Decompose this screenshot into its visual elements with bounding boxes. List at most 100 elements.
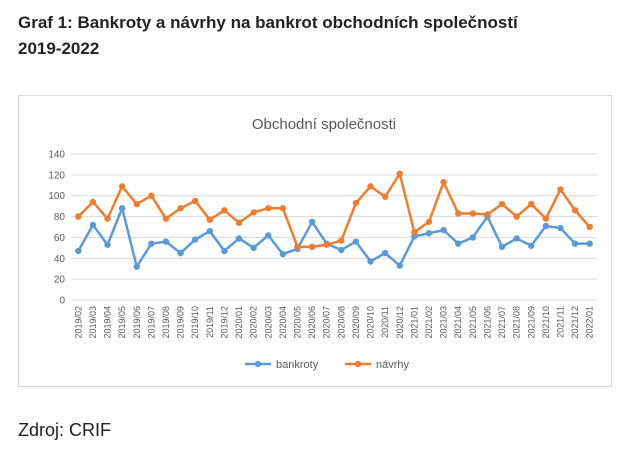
legend-marker-bankroty xyxy=(254,360,262,368)
data-point-návrhy xyxy=(177,205,184,212)
x-tick-label: 2020/03 xyxy=(263,306,273,339)
data-point-bankroty xyxy=(177,249,184,257)
data-point-návrhy xyxy=(411,229,418,236)
data-point-návrhy xyxy=(542,215,550,222)
data-point-návrhy xyxy=(338,237,345,244)
data-point-návrhy xyxy=(586,223,593,231)
data-point-bankroty xyxy=(425,230,433,237)
data-point-bankroty xyxy=(118,205,126,212)
y-tick-label: 120 xyxy=(48,170,65,181)
y-tick-label: 80 xyxy=(54,212,66,223)
x-tick-label: 2020/11 xyxy=(380,306,390,338)
data-point-návrhy xyxy=(191,197,199,205)
data-point-bankroty xyxy=(586,240,593,247)
x-tick-label: 2019/02 xyxy=(73,306,83,339)
x-tick-label: 2020/07 xyxy=(322,306,332,339)
x-tick-label: 2021/11 xyxy=(555,306,565,338)
x-tick-label: 2020/12 xyxy=(395,306,405,339)
data-point-bankroty xyxy=(279,250,287,258)
x-tick-label: 2020/06 xyxy=(307,306,317,339)
y-tick-label: 0 xyxy=(59,296,65,307)
x-tick-label: 2021/10 xyxy=(541,306,551,339)
data-point-návrhy xyxy=(454,210,462,217)
data-point-bankroty xyxy=(396,262,403,269)
x-tick-label: 2021/06 xyxy=(482,306,492,339)
data-point-návrhy xyxy=(294,243,301,251)
y-tick-label: 60 xyxy=(54,233,66,244)
x-tick-label: 2021/05 xyxy=(468,306,478,339)
data-point-návrhy xyxy=(221,207,228,214)
y-tick-label: 100 xyxy=(48,191,65,202)
legend-marker-návrhy xyxy=(354,360,362,368)
data-point-návrhy xyxy=(75,213,82,220)
data-point-návrhy xyxy=(162,215,170,222)
data-point-bankroty xyxy=(162,238,170,245)
legend-label: návrhy xyxy=(376,359,410,371)
x-tick-label: 2019/04 xyxy=(103,306,113,339)
x-tick-label: 2019/11 xyxy=(205,306,215,338)
data-point-návrhy xyxy=(352,199,360,207)
x-tick-label: 2019/08 xyxy=(161,306,171,339)
data-point-návrhy xyxy=(498,200,506,208)
chart-title: Obchodní společnosti xyxy=(252,116,396,133)
x-tick-label: 2021/09 xyxy=(526,306,536,339)
x-tick-label: 2020/10 xyxy=(366,306,376,339)
y-tick-label: 140 xyxy=(48,150,65,161)
series-line-návrhy xyxy=(77,172,591,249)
data-point-bankroty xyxy=(104,241,111,248)
data-point-návrhy xyxy=(381,193,389,200)
x-tick-label: 2019/07 xyxy=(146,306,156,339)
data-point-návrhy xyxy=(367,183,374,190)
data-point-návrhy xyxy=(484,211,491,218)
data-point-bankroty xyxy=(513,235,520,242)
x-tick-label: 2019/03 xyxy=(88,306,98,339)
x-tick-label: 2020/08 xyxy=(336,306,346,339)
data-point-bankroty xyxy=(75,247,82,255)
data-point-bankroty xyxy=(571,240,579,247)
data-point-bankroty xyxy=(338,246,345,254)
data-point-bankroty xyxy=(89,221,97,229)
y-tick-label: 40 xyxy=(54,254,66,265)
chart-container: Obchodní společnosti 0 20 40 60 80 100 120 140 20… xyxy=(18,95,612,387)
x-tick-label: 2019/12 xyxy=(219,306,229,339)
x-tick-label: 2019/10 xyxy=(190,306,200,339)
x-tick-label: 2020/04 xyxy=(278,306,288,339)
data-point-bankroty xyxy=(528,242,535,249)
data-point-návrhy xyxy=(557,186,564,193)
data-point-návrhy xyxy=(425,218,433,225)
data-point-návrhy xyxy=(89,198,97,206)
x-tick-label: 2021/01 xyxy=(409,306,419,339)
data-point-bankroty xyxy=(308,218,316,225)
x-tick-label: 2021/02 xyxy=(424,306,434,339)
data-point-bankroty xyxy=(440,226,447,234)
x-tick-label: 2021/08 xyxy=(512,306,522,339)
data-point-návrhy xyxy=(323,241,330,248)
x-tick-label: 2021/12 xyxy=(570,306,580,339)
x-tick-label: 2021/07 xyxy=(497,306,507,339)
data-point-bankroty xyxy=(381,249,389,257)
data-point-návrhy xyxy=(250,209,257,216)
x-tick-label: 2021/04 xyxy=(453,306,463,339)
data-point-bankroty xyxy=(148,240,155,247)
x-tick-label: 2019/06 xyxy=(132,306,142,339)
data-point-návrhy xyxy=(265,205,272,212)
data-point-návrhy xyxy=(148,192,155,199)
x-tick-label: 2020/02 xyxy=(249,306,259,339)
data-point-bankroty xyxy=(133,263,140,270)
chart-heading-line2: 2019-2022 xyxy=(18,39,100,58)
y-tick-label: 20 xyxy=(54,275,66,286)
source-note: Zdroj: CRIF xyxy=(18,420,112,440)
data-point-bankroty xyxy=(235,235,243,242)
data-point-návrhy xyxy=(513,213,520,220)
data-point-návrhy xyxy=(206,216,214,223)
x-tick-label: 2019/09 xyxy=(176,306,186,339)
data-point-bankroty xyxy=(352,238,360,245)
data-point-návrhy xyxy=(133,200,140,208)
data-point-bankroty xyxy=(206,227,214,235)
data-point-bankroty xyxy=(498,243,506,251)
data-point-návrhy xyxy=(469,210,477,217)
data-point-návrhy xyxy=(279,205,287,212)
x-tick-label: 2020/09 xyxy=(351,306,361,339)
data-point-návrhy xyxy=(118,183,126,190)
chart-heading: Graf 1: Bankroty a návrhy na bankrot obc… xyxy=(18,10,618,62)
